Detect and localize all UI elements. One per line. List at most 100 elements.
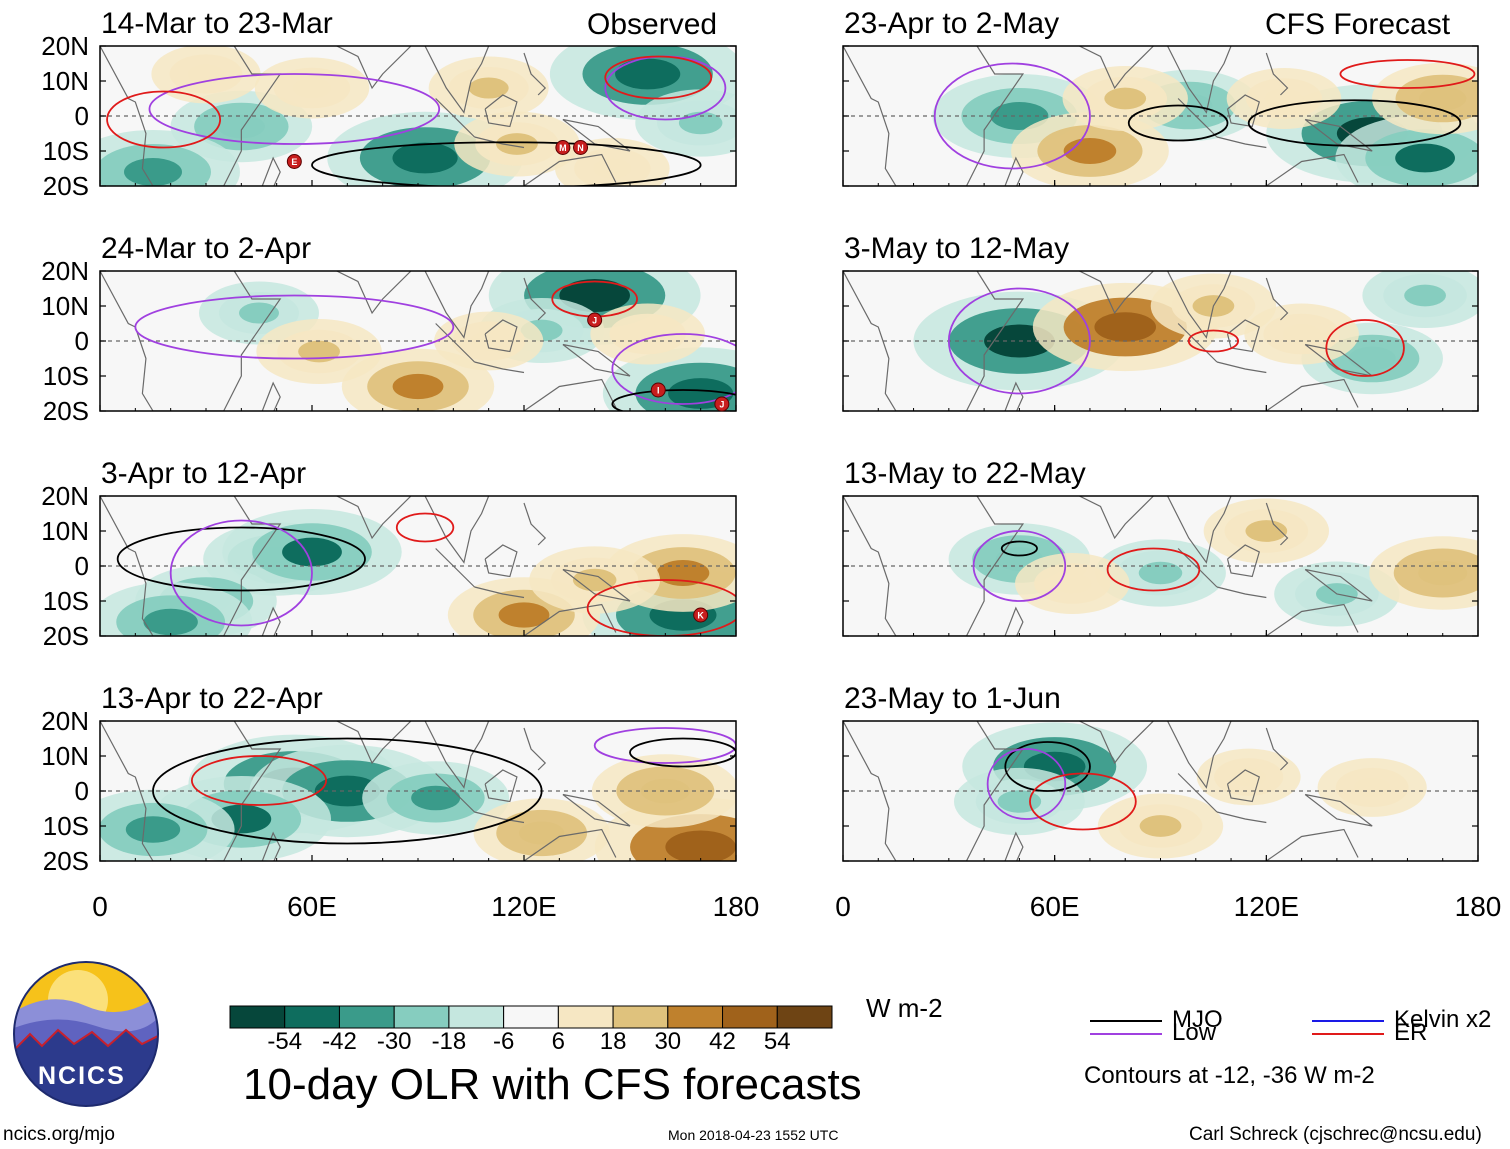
olr-field xyxy=(843,496,1478,636)
lat-label: 20S xyxy=(42,846,89,876)
colorbar-segment xyxy=(338,1005,395,1029)
olr-anomaly-core xyxy=(392,373,444,400)
olr-anomaly-core xyxy=(518,821,565,845)
sumatra-coastline xyxy=(1177,773,1218,813)
lat-label: 10S xyxy=(42,361,89,391)
lat-label: 10N xyxy=(41,66,89,96)
australia-coastline xyxy=(523,828,617,861)
legend-label: Low xyxy=(1172,1019,1217,1046)
lat-label: 10S xyxy=(42,136,89,166)
logo-mountain-front xyxy=(14,1028,158,1106)
new-guinea-coastline xyxy=(1304,793,1373,827)
colorbar-label: 30 xyxy=(654,1028,682,1055)
panel-title: 23-May to 1-Jun xyxy=(844,682,1061,715)
philippines-coastline xyxy=(1265,277,1289,321)
southeast-asia-coastline xyxy=(424,46,490,114)
olr-anomaly-core xyxy=(124,158,182,186)
southeast-asia-coastline xyxy=(1167,46,1232,114)
colorbar-segment xyxy=(557,1005,614,1029)
olr-anomaly-core xyxy=(125,816,181,843)
olr-anomaly-core xyxy=(656,560,710,586)
india-coastline xyxy=(336,46,412,90)
legend-label: Kelvin x2 xyxy=(1394,1006,1492,1033)
colorbar-segment xyxy=(612,1005,669,1029)
colorbar-label: -6 xyxy=(492,1028,515,1055)
legend-label: MJO xyxy=(1172,1006,1223,1033)
contour-er xyxy=(1339,59,1476,89)
storm-label: I xyxy=(657,386,660,396)
colorbar-segment xyxy=(667,1005,724,1029)
coastlines xyxy=(100,721,631,861)
footer-link[interactable]: ncics.org/mjo xyxy=(3,1124,115,1145)
contour-er xyxy=(395,512,455,543)
panel-observed-4 xyxy=(99,720,737,862)
olr-field xyxy=(843,46,1478,186)
new-guinea-coastline xyxy=(1304,568,1373,602)
colorbar-segment xyxy=(448,1005,505,1029)
olr-anomaly-core xyxy=(1404,284,1446,307)
lat-label: 10N xyxy=(41,516,89,546)
legend-label: ER xyxy=(1394,1019,1428,1046)
lat-label: 20N xyxy=(41,706,89,736)
legend xyxy=(1090,1020,1384,1035)
lat-label: 20N xyxy=(41,256,89,286)
olr-field xyxy=(100,46,736,186)
sumatra-coastline xyxy=(435,773,475,813)
panel-title: 24-Mar to 2-Apr xyxy=(101,232,312,265)
storm-marker xyxy=(714,396,730,412)
java-coastline xyxy=(474,361,525,374)
lon-label: 180 xyxy=(1454,891,1502,922)
contour-low xyxy=(972,530,1067,602)
olr-anomaly-core xyxy=(1138,561,1183,585)
madagascar-coastline xyxy=(1004,381,1024,411)
contour-mjo xyxy=(1000,540,1038,557)
footer-author: Carl Schreck (cjschrec@ncsu.edu) xyxy=(1189,1124,1482,1145)
panel-title: 3-Apr to 12-Apr xyxy=(101,457,307,490)
lon-label: 0 xyxy=(92,891,108,922)
panel-forecast-3 xyxy=(842,495,1479,637)
contour-er xyxy=(604,55,713,100)
storm-marker xyxy=(286,154,302,169)
storm-marker xyxy=(650,382,666,398)
contour-mjo xyxy=(1004,741,1091,792)
coastlines xyxy=(100,496,631,636)
madagascar-coastline xyxy=(1004,831,1024,861)
olr-anomaly-core xyxy=(392,142,458,174)
australia-coastline xyxy=(523,153,617,186)
lat-label: 0 xyxy=(74,551,89,581)
india-coastline xyxy=(336,496,412,540)
logo-text: NCICS xyxy=(38,1062,126,1090)
panel-title: 14-Mar to 23-Mar xyxy=(101,7,333,40)
southeast-asia-coastline xyxy=(424,496,490,564)
olr-anomaly-core xyxy=(282,537,342,567)
coastlines xyxy=(843,271,1373,411)
australia-coastline xyxy=(523,378,617,411)
borneo-coastline xyxy=(1226,319,1260,353)
madagascar-coastline xyxy=(261,156,281,186)
contour-er xyxy=(1029,772,1137,831)
colorbar-label: -54 xyxy=(267,1028,303,1055)
borneo-coastline xyxy=(484,319,518,353)
lat-label: 0 xyxy=(74,101,89,131)
olr-anomaly-core xyxy=(496,133,538,155)
lat-label: 10N xyxy=(41,741,89,771)
contour-mjo xyxy=(611,389,736,411)
contour-low xyxy=(134,294,455,360)
colorbar-label: -30 xyxy=(376,1028,412,1055)
colorbar xyxy=(229,1005,833,1029)
olr-anomaly-core xyxy=(411,785,461,811)
colorbar-segment xyxy=(776,1005,833,1029)
forecast-label: CFS Forecast xyxy=(1265,8,1451,41)
australia-coastline xyxy=(523,603,617,636)
olr-anomaly-core xyxy=(593,158,632,179)
panel-title: 13-Apr to 22-Apr xyxy=(101,682,323,715)
panel-forecast-1 xyxy=(842,45,1479,187)
lat-label: 0 xyxy=(74,776,89,806)
lat-label: 20S xyxy=(42,171,89,201)
olr-anomaly-core xyxy=(1395,143,1455,173)
olr-anomaly-core xyxy=(615,58,681,90)
olr-anomaly-core xyxy=(1104,87,1147,110)
colorbar-label: 6 xyxy=(551,1028,566,1055)
lon-label: 120E xyxy=(491,891,557,922)
